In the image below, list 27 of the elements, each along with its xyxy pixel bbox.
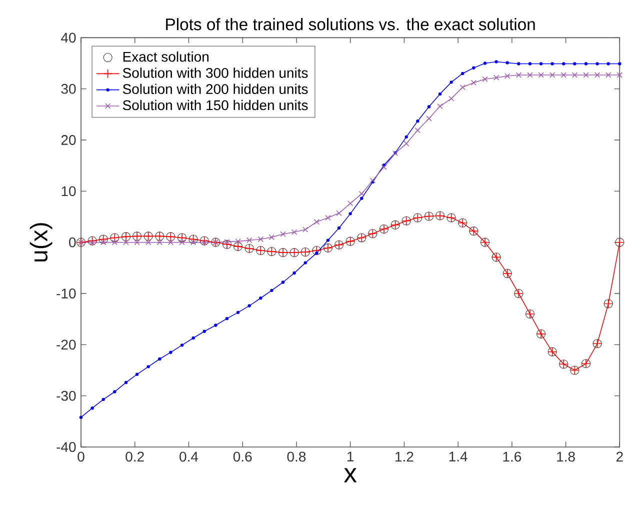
legend-label: Solution with 300 hidden units (122, 68, 308, 78)
x-tick-label: 0.4 (180, 452, 198, 462)
x-tick-label: 1.6 (503, 452, 522, 462)
legend-label: Solution with 200 hidden units (122, 84, 308, 94)
x-tick-label: 0.2 (126, 452, 144, 462)
x-tick-label: 0.6 (233, 452, 252, 462)
x-tick-label: 1.4 (449, 452, 468, 462)
x-tick-label: 0 (78, 452, 84, 462)
legend-label: Solution with 150 hidden units (122, 100, 308, 110)
y-axis-title: u(x) (30, 223, 52, 262)
y-tick-label: -40 (56, 442, 76, 452)
x-tick-label: 1.2 (396, 452, 414, 462)
x-tick-label: 1.8 (557, 452, 575, 462)
chart-title: Plots of the trained solutions vs. the exact solution (166, 18, 535, 30)
y-tick-label: 30 (61, 84, 76, 94)
y-tick-label: 20 (61, 135, 76, 145)
y-tick-label: 10 (62, 186, 76, 196)
y-tick-label: 40 (61, 32, 76, 43)
x-tick-label: 2 (616, 452, 623, 462)
x-tick-label: 0.8 (287, 452, 306, 462)
y-tick-label: 0 (69, 237, 76, 248)
x-axis-title: x (344, 468, 357, 482)
y-tick-label: -20 (56, 340, 76, 350)
y-tick-label: -30 (56, 390, 76, 401)
x-tick-label: 1 (348, 452, 354, 462)
legend-label: Exact solution (123, 51, 209, 62)
y-tick-label: -10 (56, 288, 76, 298)
